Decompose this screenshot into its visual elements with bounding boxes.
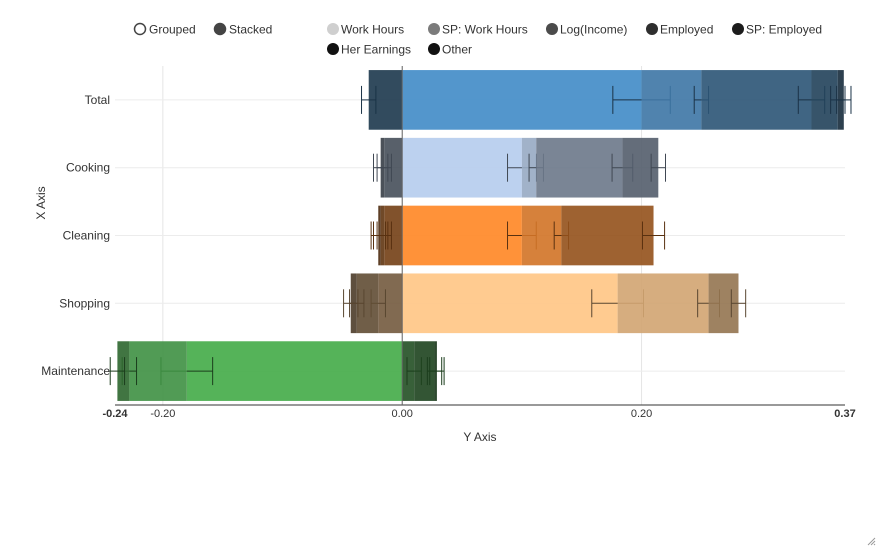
legend-item-label: Her Earnings [341,43,411,57]
bar-total-log-income-[interactable] [701,70,812,130]
category-label-cooking: Cooking [66,161,110,175]
legend-item-label: Work Hours [341,23,404,37]
bar-shopping-employed[interactable] [378,273,403,334]
bar-shopping-work-hours[interactable] [402,273,618,334]
legend-swatch-icon [327,43,339,55]
axes: -0.24 -0.20 0.00 0.20 0.37 [102,66,856,420]
legend-item-work-hours[interactable]: Work Hours [327,23,404,37]
bar-shopping-sp-employed[interactable] [356,273,379,334]
legend-swatch-icon [646,23,658,35]
bar-cooking-sp-employed[interactable] [384,137,403,198]
legend-swatch-icon [327,23,339,35]
tick-label: 0.20 [631,408,652,420]
legend-swatch-icon [428,23,440,35]
bar-maintenance-sp-work-hours[interactable] [129,341,187,401]
legend-mode-grouped[interactable]: Grouped [133,22,196,37]
bar-cooking-work-hours[interactable] [402,137,522,198]
legend-swatch-icon [428,43,440,55]
legend: Grouped Stacked Work Hours SP: Work Hours Lo… [133,22,822,57]
legend-item-her-earnings[interactable]: Her Earnings [327,43,411,57]
bar-cleaning-log-income-[interactable] [561,205,654,266]
legend-mode-label: Grouped [149,23,196,37]
legend-mode-stacked[interactable]: Stacked [213,22,273,37]
bar-maintenance-sp-employed[interactable] [414,341,435,401]
legend-item-sp-employed[interactable]: SP: Employed [732,23,822,37]
legend-item-other[interactable]: Other [428,43,472,57]
bar-cleaning-work-hours[interactable] [402,205,522,266]
legend-mode-label: Stacked [229,23,272,37]
y-axis-title: Y Axis [463,430,496,444]
category-label-cleaning: Cleaning [63,229,110,243]
resize-grip-icon[interactable] [867,537,876,546]
tick-label: -0.20 [150,408,175,420]
bar-cooking-log-income-[interactable] [536,137,623,198]
legend-item-sp-work-hours[interactable]: SP: Work Hours [428,23,528,37]
legend-item-label: Other [442,43,472,57]
tick-label: -0.24 [102,408,128,420]
bars: Total Cooking Cleaning Shopping Maintenance [41,70,852,401]
bar-cleaning-employed[interactable] [384,205,403,266]
radio-icon [133,22,147,36]
legend-item-log-income-[interactable]: Log(Income) [546,23,627,37]
bar-maintenance-work-hours[interactable] [186,341,403,401]
legend-item-employed[interactable]: Employed [646,23,713,37]
tick-label: 0.37 [834,408,855,420]
legend-swatch-icon [732,23,744,35]
legend-item-label: SP: Employed [746,23,822,37]
category-label-total: Total [85,93,110,107]
legend-item-label: SP: Work Hours [442,23,528,37]
bar-total-sp-work-hours[interactable] [641,70,702,130]
legend-swatch-icon [546,23,558,35]
legend-item-label: Employed [660,23,713,37]
legend-item-label: Log(Income) [560,23,627,37]
bar-shopping-sp-work-hours[interactable] [617,273,709,334]
x-axis-title: X Axis [34,186,48,219]
tick-label: 0.00 [392,408,413,420]
category-label-shopping: Shopping [59,296,110,310]
radio-icon [213,22,227,36]
category-label-maintenance: Maintenance [41,364,110,378]
bar-total-work-hours[interactable] [402,70,642,130]
